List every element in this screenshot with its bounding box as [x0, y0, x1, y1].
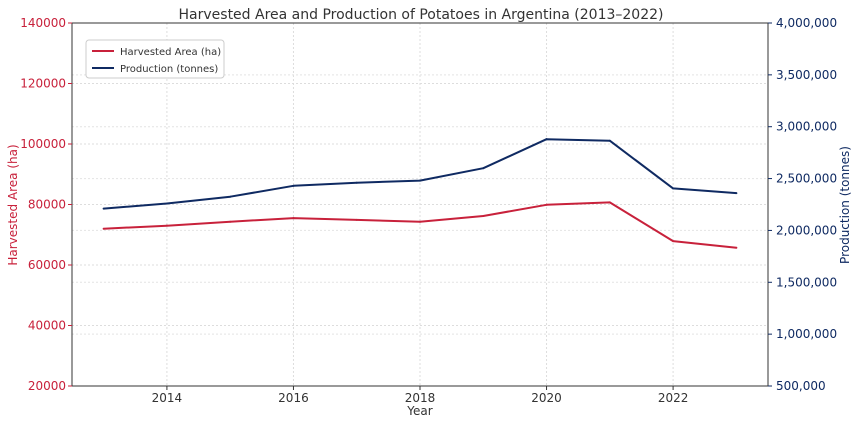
left-y-axis: 20000 40000 60000 80000 100000 120000 140000 — [20, 16, 72, 393]
data-point-harvested-area-ha — [165, 224, 168, 227]
right-y-tick-label: 3,500,000 — [776, 68, 837, 82]
x-axis-label: Year — [406, 404, 432, 418]
series-lines — [102, 138, 738, 249]
x-tick-label: 2022 — [658, 391, 689, 405]
chart-title: Harvested Area and Production of Potatoe… — [179, 7, 664, 23]
left-y-tick-label: 40000 — [28, 319, 66, 333]
data-point-production-tonnes — [482, 167, 485, 170]
left-y-tick-label: 20000 — [28, 379, 66, 393]
legend-label-harvested-area: Harvested Area (ha) — [120, 47, 221, 58]
data-point-production-tonnes — [545, 138, 548, 141]
legend-box — [85, 39, 225, 79]
legend: Harvested Area (ha) Production (tonnes) — [85, 39, 225, 79]
data-point-harvested-area-ha — [102, 227, 105, 230]
series-line-production-tonnes — [103, 138, 737, 210]
data-point-production-tonnes — [735, 192, 738, 195]
right-y-tick-label: 1,000,000 — [776, 327, 837, 341]
left-y-axis-label: Harvested Area (ha) — [6, 144, 20, 265]
legend-label-production: Production (tonnes) — [120, 64, 218, 75]
data-point-harvested-area-ha — [608, 201, 611, 204]
data-point-production-tonnes — [608, 139, 611, 142]
x-axis: 2014 2016 2018 2020 2022 — [152, 386, 689, 405]
right-y-axis: 500,000 1,000,000 1,500,000 2,000,000 2,500,… — [768, 16, 837, 393]
left-y-tick-label: 80000 — [28, 198, 66, 212]
right-y-tick-label: 4,000,000 — [776, 16, 837, 30]
right-y-tick-label: 1,500,000 — [776, 275, 837, 289]
right-y-tick-label: 500,000 — [776, 379, 826, 393]
right-y-tick-label: 2,000,000 — [776, 223, 837, 237]
left-y-tick-label: 140000 — [20, 16, 66, 30]
left-y-tick-label: 60000 — [28, 258, 66, 272]
data-point-harvested-area-ha — [672, 240, 675, 243]
right-y-tick-label: 3,000,000 — [776, 120, 837, 134]
data-point-harvested-area-ha — [545, 203, 548, 206]
x-tick-label: 2018 — [405, 391, 436, 405]
data-point-harvested-area-ha — [419, 220, 421, 223]
right-y-axis-label: Production (tonnes) — [838, 146, 852, 264]
data-point-harvested-area-ha — [229, 220, 232, 223]
left-y-tick-label: 120000 — [20, 77, 66, 91]
x-tick-label: 2016 — [278, 391, 309, 405]
data-point-production-tonnes — [165, 202, 168, 205]
x-tick-label: 2014 — [152, 391, 183, 405]
data-point-production-tonnes — [229, 195, 232, 198]
data-point-harvested-area-ha — [735, 246, 738, 249]
data-point-harvested-area-ha — [482, 214, 485, 217]
data-point-harvested-area-ha — [292, 217, 295, 220]
data-point-harvested-area-ha — [355, 218, 358, 221]
data-point-production-tonnes — [672, 187, 675, 190]
right-y-tick-label: 2,500,000 — [776, 172, 837, 186]
data-point-production-tonnes — [419, 179, 421, 182]
data-point-production-tonnes — [292, 184, 295, 187]
x-tick-label: 2020 — [531, 391, 562, 405]
left-y-tick-label: 100000 — [20, 137, 66, 151]
data-point-production-tonnes — [102, 207, 105, 210]
data-point-production-tonnes — [355, 181, 358, 184]
